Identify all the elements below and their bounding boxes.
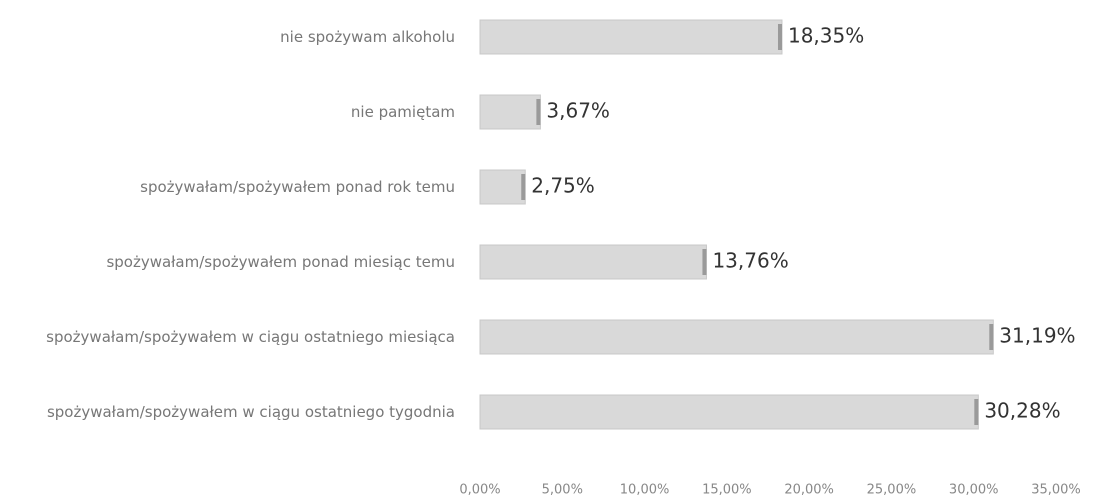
- value-label: 3,67%: [546, 99, 610, 123]
- bar-edge: [521, 174, 526, 200]
- bar: [479, 94, 541, 130]
- value-label: 2,75%: [531, 174, 595, 198]
- x-tick-label: 5,00%: [542, 483, 583, 498]
- value-label: 18,35%: [788, 24, 864, 48]
- bar: [479, 394, 979, 430]
- bar-edge: [974, 399, 979, 425]
- x-tick-label: 30,00%: [949, 483, 999, 498]
- bar-edge: [989, 324, 994, 350]
- x-tick-label: 15,00%: [702, 483, 752, 498]
- category-text: spożywałam/spożywałem w ciągu ostatniego…: [46, 328, 455, 346]
- bar: [479, 169, 526, 205]
- category-label: spożywałam/spożywałem ponad rok temu: [0, 176, 455, 198]
- category-text: nie spożywam alkoholu: [280, 28, 455, 46]
- bar-edge: [536, 99, 541, 125]
- x-tick-label: 0,00%: [459, 483, 500, 498]
- x-tick-label: 35,00%: [1031, 483, 1081, 498]
- x-tick-label: 25,00%: [867, 483, 917, 498]
- bar: [479, 319, 994, 355]
- bar-edge: [702, 249, 707, 275]
- category-label: spożywałam/spożywałem ponad miesiąc temu: [0, 251, 455, 273]
- bar-edge: [777, 24, 782, 50]
- category-text: spożywałam/spożywałem ponad rok temu: [140, 178, 455, 196]
- category-label: spożywałam/spożywałem w ciągu ostatniego…: [0, 326, 455, 348]
- bar: [479, 244, 707, 280]
- bar: [479, 19, 783, 55]
- category-label: spożywałam/spożywałem w ciągu ostatniego…: [0, 401, 455, 423]
- x-tick-label: 20,00%: [784, 483, 834, 498]
- category-label: nie spożywam alkoholu: [0, 26, 455, 48]
- value-label: 13,76%: [712, 249, 788, 273]
- value-label: 30,28%: [984, 399, 1060, 423]
- category-label: nie pamiętam: [0, 101, 455, 123]
- category-text: spożywałam/spożywałem w ciągu ostatniego…: [46, 403, 455, 421]
- category-text: nie pamiętam: [350, 103, 455, 121]
- value-label: 31,19%: [999, 324, 1075, 348]
- x-tick-label: 10,00%: [620, 483, 670, 498]
- category-text: spożywałam/spożywałem ponad miesiąc temu: [106, 253, 455, 271]
